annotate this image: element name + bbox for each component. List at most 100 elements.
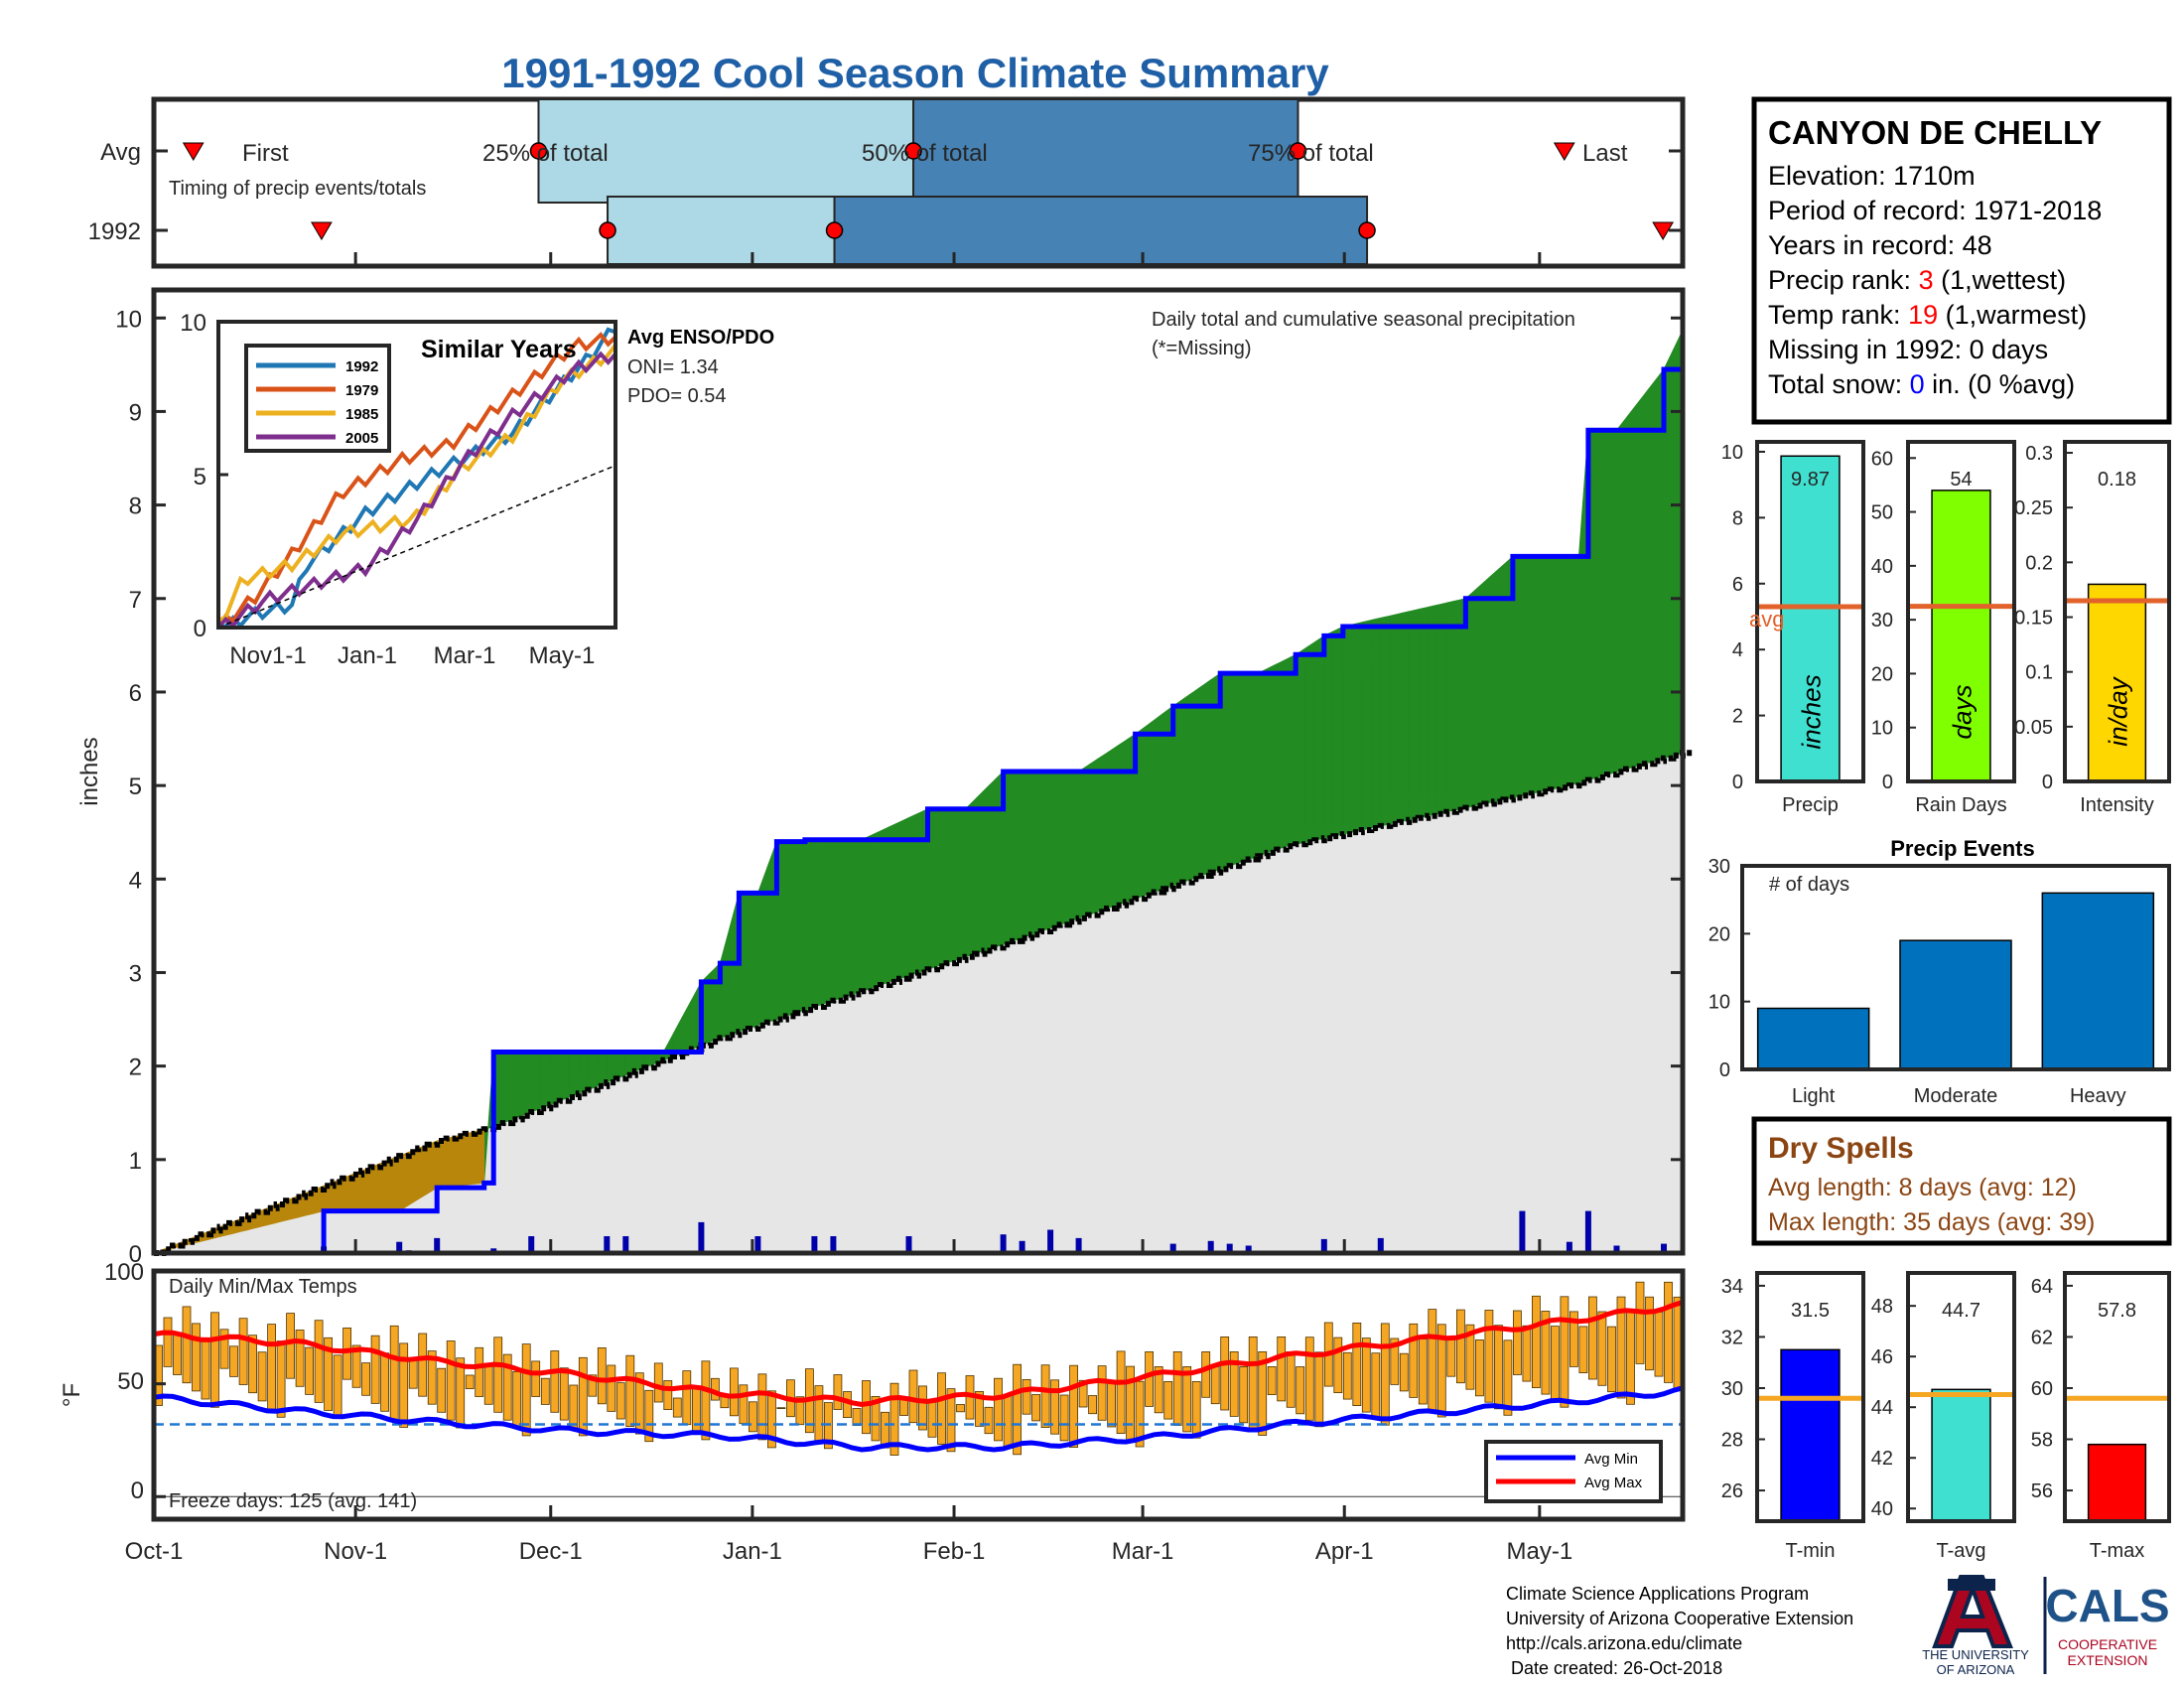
events-ytick-label: 30 — [1708, 856, 1730, 878]
daily-precip-bar — [1019, 1240, 1025, 1253]
panel-value-label: 54 — [1950, 469, 1972, 491]
summary-bar-panels: 9.870246810Precipinchesavg54010203040506… — [1721, 440, 2171, 1562]
daily-temp-bar — [1050, 1379, 1059, 1435]
daily-temp-bar — [653, 1362, 663, 1403]
marker-50-label: 50% of total — [862, 140, 988, 167]
temp-legend: Avg Min Avg Max — [1484, 1440, 1663, 1503]
daily-temp-bar — [937, 1372, 946, 1445]
events-category-label: Moderate — [1914, 1085, 1998, 1107]
daily-precip-bar — [1245, 1245, 1252, 1253]
panel-ytick-label: 0.1 — [2025, 662, 2053, 684]
daily-temp-bar — [238, 1318, 248, 1385]
enso-title: Avg ENSO/PDO — [627, 327, 774, 349]
daily-temp-bar — [286, 1313, 296, 1379]
panel-ytick-label: 2 — [1732, 706, 1743, 728]
daily-temp-bar — [559, 1367, 569, 1421]
daily-temp-bar — [1380, 1323, 1390, 1426]
panel-ytick-label: 32 — [1721, 1327, 1743, 1348]
panel-ytick-label: 8 — [1732, 507, 1743, 529]
legend-1979: 1979 — [345, 382, 378, 399]
daily-temp-bar — [889, 1382, 899, 1456]
main-plot-marks — [153, 330, 1693, 1256]
temperature-panel: Daily Min/Max Temps Freeze days: 125 (av… — [59, 1259, 1686, 1522]
daily-temp-bar — [1475, 1339, 1484, 1397]
avg-q2-box — [537, 98, 915, 204]
daily-temp-bar — [182, 1306, 192, 1384]
panel-unit-label: inches — [1797, 674, 1827, 749]
inset-xtick-mar: Mar-1 — [434, 642, 496, 669]
panel-xlabel: T-avg — [1936, 1540, 1985, 1562]
daily-temp-bar — [1361, 1337, 1371, 1413]
daily-temp-bar — [578, 1356, 588, 1437]
events-bar-moderate — [1899, 939, 2012, 1070]
panel-ytick-label: 20 — [1871, 663, 1893, 685]
panel-bar — [1780, 455, 1841, 782]
pdo-value: PDO= 0.54 — [627, 385, 727, 407]
temp-title: Daily Min/Max Temps — [169, 1276, 357, 1298]
main-ytick-label: 3 — [129, 960, 142, 987]
panel-ytick-label: 50 — [1871, 502, 1893, 524]
panel-frame — [2063, 440, 2171, 783]
station-elevation: Elevation: 1710m — [1768, 161, 1976, 191]
daily-temp-bar — [1286, 1351, 1296, 1408]
panel-avg-label: avg — [1749, 607, 1784, 632]
daily-temp-bar — [1503, 1339, 1513, 1416]
daily-temp-bar — [1645, 1296, 1654, 1371]
avg-percentile-dot — [904, 142, 922, 160]
daily-temp-bar — [852, 1408, 862, 1427]
daily-precip-bar — [1519, 1210, 1526, 1253]
panel-ytick-label: 58 — [2031, 1430, 2053, 1452]
panel-xlabel: T-min — [1786, 1540, 1836, 1562]
footer-line-4: Date created: 26-Oct-2018 — [1506, 1658, 1722, 1678]
daily-temp-bar — [1532, 1295, 1541, 1389]
daily-temp-bar — [531, 1360, 541, 1397]
daily-temp-bar — [1428, 1309, 1437, 1411]
daily-temp-bar — [1635, 1281, 1645, 1364]
footer-line-3: http://cals.arizona.edu/climate — [1506, 1633, 1742, 1653]
legend-2005: 2005 — [345, 430, 378, 447]
panel-ytick-label: 42 — [1871, 1448, 1893, 1470]
avg-q3-box — [912, 98, 1299, 204]
daily-precip-bar — [622, 1236, 629, 1253]
temp-legend-box — [1484, 1440, 1663, 1503]
daily-temp-bar — [1626, 1311, 1635, 1405]
daily-precip-bar — [698, 1221, 705, 1253]
station-name: CANYON DE CHELLY — [1768, 114, 2102, 151]
daily-temp-bar — [351, 1344, 361, 1388]
panel-ytick-label: 0.25 — [2014, 497, 2053, 519]
main-ytick-label: 7 — [129, 587, 142, 614]
panel-ytick-label: 60 — [2031, 1378, 2053, 1400]
panel-ytick-label: 60 — [1871, 448, 1893, 470]
daily-temp-bar — [1201, 1351, 1211, 1398]
station-temp-rank: Temp rank: 19 (1,warmest) — [1768, 300, 2087, 330]
daily-temp-bar — [1371, 1352, 1381, 1419]
daily-precip-bar — [754, 1236, 761, 1253]
daily-precip-bar — [1169, 1243, 1176, 1253]
daily-temp-bar — [1390, 1337, 1400, 1385]
main-chart-note: Daily total and cumulative seasonal prec… — [1152, 309, 1575, 331]
panel-ytick-label: 62 — [2031, 1327, 2053, 1348]
main-ytick-label: 0 — [129, 1241, 142, 1268]
daily-temp-bar — [1494, 1325, 1503, 1410]
daily-temp-bar — [984, 1406, 994, 1435]
timing-panel: Avg 1992 Timing of precip events/totals … — [88, 96, 1686, 269]
daily-temp-bar — [1409, 1323, 1419, 1398]
daily-temp-bar — [502, 1353, 512, 1421]
station-period: Period of record: 1971-2018 — [1768, 196, 2102, 225]
daily-temp-bar — [361, 1362, 371, 1396]
panel-ytick-label: 0.05 — [2014, 717, 2053, 739]
daily-temp-bar — [1059, 1394, 1069, 1442]
temp-ytick-100: 100 — [104, 1259, 144, 1286]
panel-xlabel: T-max — [2090, 1540, 2145, 1562]
daily-temp-bar — [550, 1350, 560, 1413]
daily-precip-bar — [528, 1236, 535, 1253]
daily-temp-bar — [663, 1380, 673, 1411]
temp-line-avg-max — [153, 1300, 1684, 1408]
coop-logo-line1: COOPERATIVE — [2058, 1636, 2157, 1652]
station-missing: Missing in 1992: 0 days — [1768, 335, 2048, 364]
panel-ytick-label: 44 — [1871, 1397, 1893, 1419]
panel-ytick-label: 0.15 — [2014, 608, 2053, 630]
panel-ytick-label: 40 — [1871, 1498, 1893, 1520]
ua-logo-line2: OF ARIZONA — [1937, 1662, 2015, 1677]
daily-temp-bar — [1541, 1311, 1551, 1395]
